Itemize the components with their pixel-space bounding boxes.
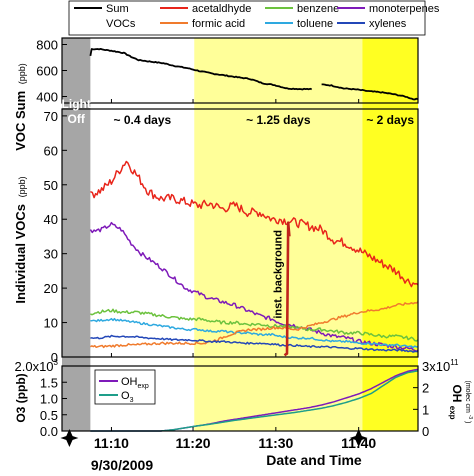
y2label-oh-sub: exp bbox=[448, 406, 457, 420]
ytick-label-2-left-3: 1.5 bbox=[40, 375, 58, 390]
series-legend-box bbox=[68, 0, 426, 36]
ylabel-o3-text: O3 (ppb) bbox=[14, 373, 28, 422]
y2label-oh-text: OH bbox=[450, 384, 464, 402]
region-label-0-1: Off bbox=[68, 112, 86, 126]
annotation-inst-background: inst. background bbox=[273, 230, 285, 319]
series-legend: Sum VOCs acetaldhyde benzene monoterpenes for… bbox=[68, 0, 440, 36]
ytick-exponent-2-left: 3 bbox=[54, 358, 59, 367]
ytick-label-1-left-1: 10 bbox=[44, 316, 58, 331]
y2label-oh: OH exp bbox=[448, 384, 464, 419]
series-individual-5 bbox=[90, 334, 419, 353]
series-individual-6 bbox=[283, 221, 291, 357]
ohexp-o3-legend-box bbox=[94, 369, 156, 405]
region-label-0-0: Light bbox=[62, 97, 91, 111]
ytick-label-0-left-1: 600 bbox=[36, 64, 58, 79]
ylabel-o3: O3 (ppb) bbox=[14, 373, 28, 422]
series-legend-label-2: benzene bbox=[297, 3, 339, 15]
series-legend-label-0: Sum bbox=[106, 3, 129, 15]
ylabel-voc-sum-text: VOC Sum bbox=[13, 91, 28, 151]
ytick-label-2-left-1: 0.5 bbox=[40, 408, 58, 423]
ylabel-voc-sum-unit: (ppb) bbox=[17, 63, 27, 84]
diamond-marker-0 bbox=[60, 429, 79, 447]
ylabel-voc-sum: VOC Sum (ppb) bbox=[13, 63, 28, 151]
xtick-label-3: 11:40 bbox=[341, 435, 376, 451]
series-legend-label-5: toluene bbox=[297, 18, 333, 30]
ytick-label-2-left-4: 2.0x103 bbox=[15, 358, 59, 374]
ytick-label-2-left-0: 0.0 bbox=[40, 424, 58, 439]
ytick-label-2-right-0: 0 bbox=[422, 424, 429, 439]
ytick-label-2-right-2: 2 bbox=[422, 381, 429, 396]
series-individual-0 bbox=[90, 160, 419, 288]
plot-series bbox=[62, 48, 419, 432]
xlabel: Date and Time bbox=[266, 452, 362, 468]
axes-frames bbox=[60, 37, 419, 447]
ytick-label-0-left-0: 800 bbox=[36, 38, 58, 53]
ytick-label-2-right-3: 3x1011 bbox=[422, 358, 459, 374]
panel-frame-1 bbox=[61, 108, 419, 358]
y2label-oh-unit: (molec cm -3 ) bbox=[464, 381, 474, 424]
ytick-label-1-left-6: 60 bbox=[44, 143, 58, 158]
series-legend-label-6: xylenes bbox=[369, 18, 407, 30]
legend-sub-1: 3 bbox=[130, 397, 134, 404]
xtick-label-1: 11:20 bbox=[176, 435, 211, 451]
region-label-2-0: ~ 1.25 days bbox=[246, 113, 311, 127]
y2label-unit-exp: -3 bbox=[467, 415, 473, 420]
y2label-unit-text: (molec cm bbox=[464, 381, 471, 413]
ylabel-individual-vocs: Individual VOCs (ppb) bbox=[13, 176, 28, 303]
diamond-marker-1 bbox=[349, 429, 368, 447]
series-sum-1 bbox=[321, 83, 419, 101]
ylabel-individual-vocs-text: Individual VOCs bbox=[13, 204, 28, 304]
axis-labels: VOC Sum (ppb) Individual VOCs (ppb) O3 (… bbox=[13, 38, 474, 474]
series-legend-label-3: monoterpenes bbox=[369, 3, 440, 15]
series-individual-4 bbox=[90, 301, 419, 349]
region-label-3-0: ~ 2 days bbox=[366, 113, 414, 127]
ytick-label-1-left-0: 0 bbox=[51, 350, 58, 365]
ytick-label-2-left-2: 1.0 bbox=[40, 392, 58, 407]
ylabel-individual-vocs-unit: (ppb) bbox=[17, 176, 27, 197]
series-individual-3 bbox=[90, 317, 419, 349]
ytick-label-1-left-2: 20 bbox=[44, 281, 58, 296]
series-sum-0 bbox=[89, 48, 312, 91]
ytick-label-1-left-3: 30 bbox=[44, 247, 58, 262]
series-individual-2 bbox=[90, 308, 419, 342]
xtick-label-2: 11:30 bbox=[258, 435, 293, 451]
ytick-exponent-2-right: 11 bbox=[450, 358, 459, 367]
ytick-label-1-left-7: 70 bbox=[44, 109, 58, 124]
y2label-unit-close: ) bbox=[464, 421, 471, 423]
series-legend-label-4: formic acid bbox=[192, 18, 245, 30]
date-label: 9/30/2009 bbox=[91, 457, 153, 473]
region-label-1-0: ~ 0.4 days bbox=[113, 113, 171, 127]
ytick-label-0-left-2: 400 bbox=[36, 90, 58, 105]
series-legend-label-1: acetaldhyde bbox=[192, 3, 251, 15]
ytick-label-1-left-4: 40 bbox=[44, 212, 58, 227]
ytick-label-1-left-5: 50 bbox=[44, 178, 58, 193]
series-legend-label2-0: VOCs bbox=[106, 18, 136, 30]
xtick-label-0: 11:10 bbox=[94, 435, 129, 451]
legend-sub-0: exp bbox=[138, 383, 149, 390]
ytick-label-2-right-1: 1 bbox=[422, 402, 429, 417]
